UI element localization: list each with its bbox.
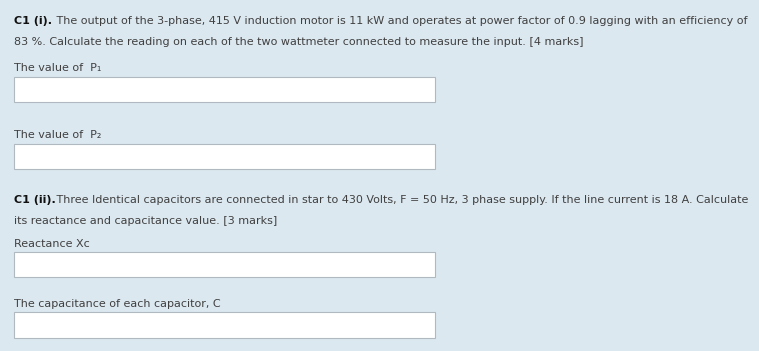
Text: C1 (ii).: C1 (ii). — [14, 195, 55, 205]
Text: 83 %. Calculate the reading on each of the two wattmeter connected to measure th: 83 %. Calculate the reading on each of t… — [14, 37, 583, 47]
Text: The capacitance of each capacitor, C: The capacitance of each capacitor, C — [14, 299, 220, 309]
Text: The value of  P₂: The value of P₂ — [14, 130, 101, 140]
FancyBboxPatch shape — [14, 144, 435, 169]
FancyBboxPatch shape — [14, 252, 435, 277]
Text: The value of  P₁: The value of P₁ — [14, 63, 101, 73]
Text: C1 (i).: C1 (i). — [14, 16, 52, 26]
Text: The output of the 3-phase, 415 V induction motor is 11 kW and operates at power : The output of the 3-phase, 415 V inducti… — [53, 16, 748, 26]
FancyBboxPatch shape — [14, 312, 435, 338]
Text: Reactance Xc: Reactance Xc — [14, 239, 90, 249]
Text: its reactance and capacitance value. [3 marks]: its reactance and capacitance value. [3 … — [14, 216, 277, 226]
FancyBboxPatch shape — [14, 77, 435, 102]
Text: Three Identical capacitors are connected in star to 430 Volts, F = 50 Hz, 3 phas: Three Identical capacitors are connected… — [53, 195, 748, 205]
